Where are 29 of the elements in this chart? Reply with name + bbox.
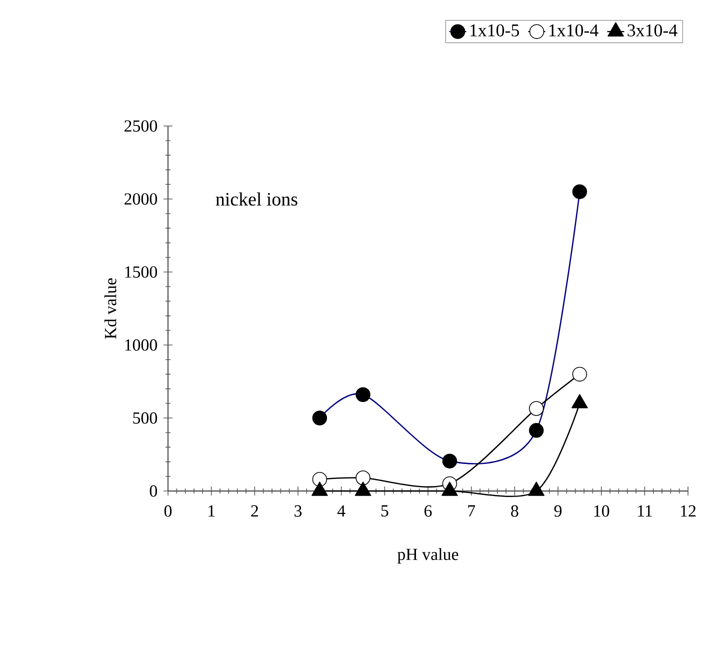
legend-label: 1x10-5 <box>470 24 519 36</box>
point <box>356 470 370 486</box>
annotation: nickel ions <box>216 192 298 206</box>
y-tick-label: 500 <box>133 412 158 424</box>
point <box>572 366 588 382</box>
x-tick-label: 10 <box>594 505 610 517</box>
y-tick-label: 0 <box>150 485 158 497</box>
x-axis-title: pH value <box>397 548 458 564</box>
x-tick-label: 7 <box>468 505 476 516</box>
x-tick-label: 8 <box>511 505 518 517</box>
y-tick-label: 1500 <box>125 266 158 278</box>
y-tick-label: 1000 <box>125 339 158 351</box>
x-tick-label: 9 <box>554 505 562 517</box>
x-tick-label: 5 <box>381 505 388 517</box>
x-tick-label: 3 <box>294 505 302 517</box>
x-tick-label: 0 <box>164 505 172 517</box>
x-tick-label: 11 <box>638 505 652 516</box>
y-tick-label: 2000 <box>124 193 158 205</box>
x-tick-label: 12 <box>681 505 696 517</box>
x-tick-label: 1 <box>208 505 215 516</box>
x-tick-label: 6 <box>424 505 432 517</box>
legend-label: 3x10-4 <box>628 24 678 36</box>
y-tick-label: 2500 <box>124 120 158 132</box>
y-axis-title: Kd value <box>104 278 116 339</box>
point <box>312 472 328 487</box>
x-tick-label: 4 <box>337 505 346 516</box>
point <box>528 401 544 416</box>
x-tick-label: 2 <box>251 505 258 517</box>
legend-label: 1x10-4 <box>549 24 598 36</box>
